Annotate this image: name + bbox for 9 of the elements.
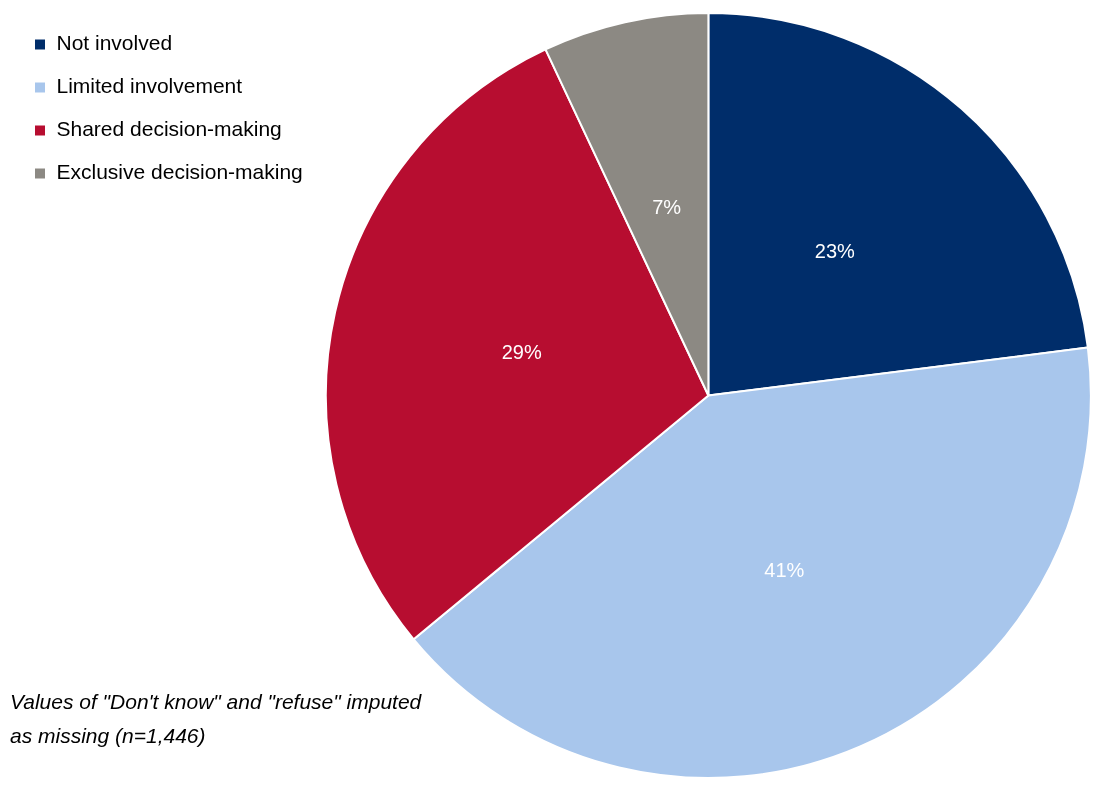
data-label: 7% bbox=[652, 196, 682, 219]
legend-label: Not involved bbox=[56, 31, 173, 55]
data-label: 23% bbox=[814, 239, 856, 262]
text: Values of "Don't know" and "refuse" imputed as missing (n=1,446) bbox=[10, 689, 423, 749]
legend-label: Shared decision-making bbox=[56, 117, 282, 141]
data-label: 29% bbox=[501, 341, 542, 364]
legend-label: Exclusive decision-making bbox=[56, 160, 303, 184]
legend-label: Limited involvement bbox=[56, 74, 243, 98]
data-label: 41% bbox=[764, 558, 805, 581]
